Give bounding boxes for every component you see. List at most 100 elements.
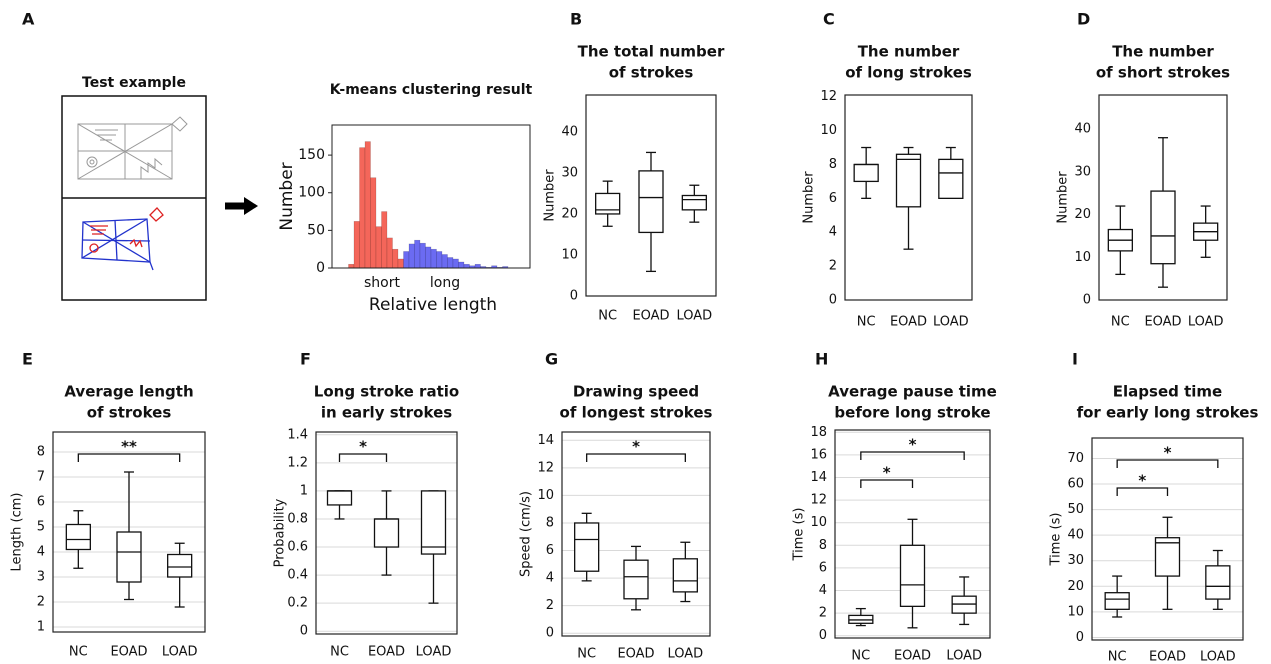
x-tick-label: LOAD bbox=[416, 645, 452, 660]
y-tick-label: 0 bbox=[819, 628, 827, 643]
panel-label: F bbox=[300, 350, 311, 369]
plot-frame bbox=[844, 94, 973, 301]
histogram-bar bbox=[425, 246, 432, 269]
x-tick-label: NC bbox=[69, 645, 88, 660]
chart-title: for early long strokes bbox=[1077, 404, 1259, 422]
template-figure bbox=[77, 116, 188, 180]
x-tick-label: LOAD bbox=[1200, 650, 1236, 664]
y-tick-label: 50 bbox=[307, 222, 325, 238]
significance-bracket bbox=[338, 453, 388, 462]
x-tick-label: EOAD bbox=[617, 647, 654, 662]
box bbox=[938, 158, 964, 199]
y-axis-label: Time (s) bbox=[792, 508, 807, 562]
histogram-bar bbox=[408, 243, 415, 269]
box bbox=[853, 163, 879, 183]
y-tick-label: 30 bbox=[1074, 164, 1091, 179]
panel-label: I bbox=[1072, 350, 1078, 369]
significance-label: * bbox=[359, 438, 367, 456]
y-tick-label: 0 bbox=[829, 293, 837, 308]
y-tick-label: 20 bbox=[561, 206, 578, 221]
box bbox=[1205, 565, 1231, 600]
y-tick-label: 8 bbox=[546, 515, 554, 530]
x-tick-label: LOAD bbox=[933, 315, 969, 330]
y-tick-label: 10 bbox=[1067, 604, 1084, 619]
y-tick-label: 5 bbox=[37, 520, 45, 535]
histogram-bar bbox=[375, 226, 382, 269]
y-tick-label: 4 bbox=[546, 571, 554, 586]
y-tick-label: 3 bbox=[37, 570, 45, 585]
patient-drawing-red bbox=[89, 207, 164, 253]
x-tick-label: EOAD bbox=[110, 645, 147, 660]
y-axis-label: Number bbox=[802, 171, 817, 224]
significance-bracket bbox=[77, 453, 181, 462]
y-tick-label: 40 bbox=[1067, 528, 1084, 543]
chart-title: The total number bbox=[578, 43, 725, 61]
significance-bracket bbox=[1116, 459, 1219, 468]
y-tick-label: 2 bbox=[829, 259, 837, 274]
x-tick-label: LOAD bbox=[667, 647, 703, 662]
box bbox=[1104, 592, 1130, 610]
y-tick-label: 10 bbox=[1074, 250, 1091, 265]
box bbox=[116, 531, 142, 583]
y-tick-label: 0 bbox=[570, 289, 578, 304]
y-tick-label: 6 bbox=[829, 191, 837, 206]
histogram-bar bbox=[364, 141, 371, 269]
histogram-bar bbox=[386, 237, 393, 269]
box bbox=[1150, 190, 1176, 265]
histogram-bar bbox=[381, 211, 388, 269]
y-tick-label: 0 bbox=[546, 626, 554, 641]
significance-bracket bbox=[860, 451, 965, 460]
histogram-bar bbox=[414, 239, 421, 269]
chart-title: of short strokes bbox=[1096, 64, 1230, 82]
inset-title: Test example bbox=[82, 75, 186, 91]
x-tick-label: NC bbox=[577, 647, 596, 662]
box bbox=[681, 194, 707, 211]
y-tick-label: 4 bbox=[819, 583, 827, 598]
y-tick-label: 0.6 bbox=[287, 540, 308, 555]
y-tick-label: 6 bbox=[819, 560, 827, 575]
chart-title: before long stroke bbox=[834, 404, 990, 422]
significance-label: * bbox=[632, 438, 640, 456]
x-tick-label: LOAD bbox=[946, 649, 982, 664]
y-tick-label: 6 bbox=[546, 543, 554, 558]
y-tick-label: 0.2 bbox=[287, 596, 308, 611]
y-axis-label: Number bbox=[543, 169, 558, 222]
y-tick-label: 4 bbox=[829, 225, 837, 240]
box bbox=[623, 559, 649, 600]
y-axis-label: Length (cm) bbox=[10, 493, 25, 572]
histogram-bar bbox=[392, 248, 399, 269]
y-tick-label: 70 bbox=[1067, 451, 1084, 466]
histogram-bar bbox=[348, 263, 355, 269]
y-tick-label: 2 bbox=[546, 598, 554, 613]
y-tick-label: 1 bbox=[300, 483, 308, 498]
y-tick-label: 4 bbox=[37, 545, 45, 560]
y-tick-label: 12 bbox=[820, 89, 837, 104]
panel-label: A bbox=[22, 10, 35, 29]
histogram-bar bbox=[463, 263, 470, 269]
plot-frame bbox=[585, 94, 717, 297]
histogram-bar bbox=[397, 258, 404, 269]
box bbox=[420, 490, 447, 555]
y-tick-label: 20 bbox=[1074, 207, 1091, 222]
x-tick-label: LOAD bbox=[676, 309, 712, 324]
chart-title: Average pause time bbox=[828, 383, 997, 401]
y-tick-label: 20 bbox=[1067, 579, 1084, 594]
y-tick-label: 2 bbox=[37, 595, 45, 610]
histogram-bar bbox=[353, 221, 360, 269]
chart-title: Average length bbox=[64, 383, 193, 401]
significance-label: * bbox=[1138, 472, 1146, 490]
histogram-bar bbox=[447, 257, 454, 269]
y-tick-label: 12 bbox=[810, 493, 827, 508]
y-tick-label: 16 bbox=[810, 447, 827, 462]
y-tick-label: 0 bbox=[300, 624, 308, 639]
significance-bracket bbox=[1116, 487, 1169, 496]
x-tick-label: NC bbox=[598, 309, 617, 324]
y-tick-label: 0 bbox=[1083, 293, 1091, 308]
y-tick-label: 30 bbox=[561, 165, 578, 180]
y-tick-label: 14 bbox=[537, 433, 554, 448]
y-tick-label: 0.8 bbox=[287, 511, 308, 526]
histogram-bar bbox=[452, 258, 459, 269]
box bbox=[373, 518, 400, 548]
histogram-bar bbox=[436, 251, 443, 269]
histogram-bar bbox=[403, 251, 410, 269]
